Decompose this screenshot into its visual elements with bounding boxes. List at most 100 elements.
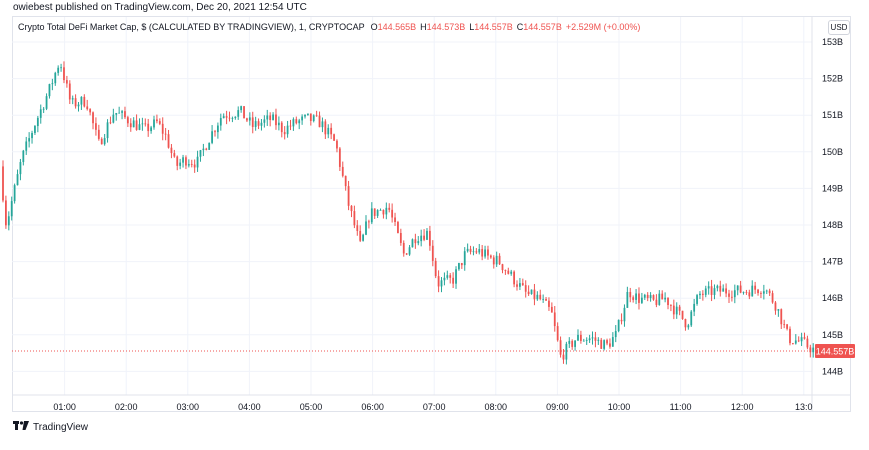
candle-body: [553, 312, 556, 327]
candle-body: [182, 157, 184, 163]
candle-body: [362, 234, 364, 241]
candle-body: [611, 337, 614, 347]
candle-body: [63, 67, 65, 81]
candle-body: [382, 209, 385, 215]
candle-body: [594, 337, 597, 341]
brand-name: TradingView: [33, 421, 89, 433]
candle-body: [124, 111, 126, 118]
candle-body: [498, 255, 501, 265]
candle-body: [315, 115, 318, 117]
candle-body: [687, 325, 690, 328]
currency-button[interactable]: USD: [828, 20, 850, 35]
candle-body: [283, 132, 286, 135]
candle-body: [609, 343, 611, 347]
candle-body: [275, 114, 277, 126]
candle-body: [193, 164, 196, 168]
symbol-title[interactable]: Crypto Total DeFi Market Cap, $ (CALCULA…: [18, 22, 365, 32]
candle-body: [710, 286, 713, 295]
candle-body: [266, 115, 269, 120]
candle-body: [156, 119, 158, 122]
candle-body: [667, 297, 669, 306]
candle-body: [504, 270, 507, 271]
candle-body: [80, 96, 83, 105]
candle-body: [733, 290, 736, 298]
candle-body: [736, 285, 739, 291]
candle-body: [533, 289, 536, 300]
candle-body: [797, 340, 800, 342]
open-value: O144.565B: [370, 22, 417, 32]
candle-body: [670, 305, 672, 306]
candle-body: [272, 114, 274, 121]
candle-body: [789, 328, 791, 344]
candle-body: [388, 207, 391, 210]
candle-body: [794, 340, 797, 344]
candle-body: [446, 275, 449, 278]
candle-body: [277, 122, 280, 126]
candle-body: [748, 292, 751, 297]
candle-body: [379, 209, 382, 211]
candle-body: [765, 290, 768, 292]
candle-body: [324, 121, 327, 135]
candle-body: [463, 251, 466, 266]
candle-body: [693, 303, 696, 312]
candle-body: [475, 251, 478, 253]
candle-body: [585, 340, 588, 341]
low-value: L144.557B: [469, 22, 513, 32]
candle-body: [202, 148, 205, 151]
candle-body: [373, 208, 376, 216]
candle-body: [126, 117, 129, 124]
candle-body: [719, 285, 722, 292]
candle-body: [701, 293, 704, 295]
candle-body: [550, 306, 553, 313]
candle-body: [661, 293, 664, 300]
candle-body: [74, 98, 77, 107]
candle-body: [170, 147, 173, 154]
candle-body: [344, 175, 347, 187]
candle-body: [19, 162, 22, 175]
candle-body: [112, 114, 115, 123]
candle-body: [254, 121, 257, 127]
candle-body: [138, 124, 141, 130]
candle-body: [338, 148, 341, 167]
candle-body: [603, 340, 606, 349]
candle-body: [428, 230, 431, 246]
x-tick-label: 04:00: [238, 402, 261, 412]
candle-body: [803, 337, 806, 339]
change-value: +2.529M (+0.00%): [565, 22, 641, 32]
candle-body: [484, 249, 486, 257]
candle-body: [399, 233, 402, 243]
candle-body: [185, 157, 187, 166]
candle-body: [472, 251, 475, 253]
candle-body: [246, 118, 248, 121]
candle-body: [368, 221, 370, 223]
candle-body: [725, 288, 727, 294]
candle-body: [780, 309, 783, 325]
candle-body: [318, 115, 321, 128]
candle-body: [536, 294, 539, 300]
y-tick-label: 148B: [822, 220, 843, 230]
candle-body: [269, 115, 272, 121]
candle-body: [771, 293, 774, 303]
close-value: C144.557B: [516, 22, 562, 32]
candle-body: [751, 285, 754, 297]
y-tick-label: 151B: [822, 110, 843, 120]
candle-body: [513, 271, 516, 285]
candle-body: [469, 248, 472, 252]
candle-body: [458, 263, 460, 270]
candle-body: [623, 307, 626, 322]
candle-body: [391, 209, 394, 218]
candle-body: [385, 207, 388, 215]
candle-body: [222, 116, 225, 119]
candle-body: [60, 67, 62, 69]
candle-body: [632, 297, 635, 300]
tradingview-brand[interactable]: TradingView: [13, 421, 88, 433]
candle-body: [521, 283, 524, 286]
candle-body: [167, 134, 170, 148]
candle-body: [330, 127, 333, 135]
candle-body: [664, 297, 667, 300]
candle-body: [190, 164, 193, 165]
candle-body: [295, 119, 298, 124]
candle-body: [350, 205, 353, 212]
tradingview-logo-icon: [13, 421, 29, 433]
